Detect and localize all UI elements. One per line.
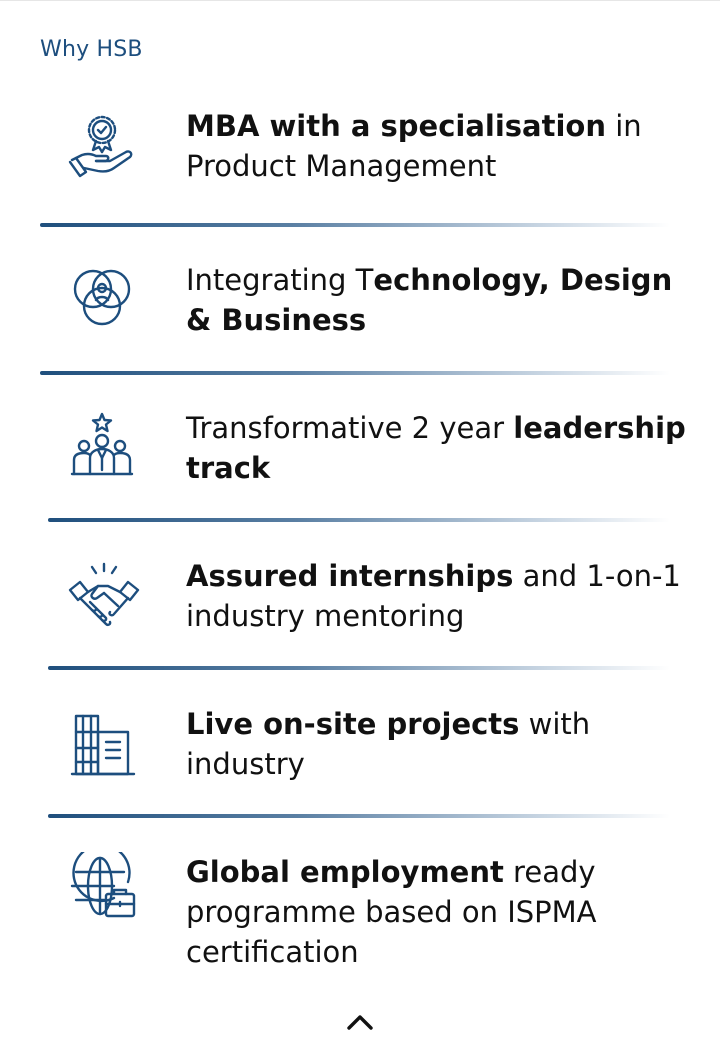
- feature-description: with industry: [186, 707, 591, 781]
- feature-text: MBA with a specialisation in Product Man…: [186, 106, 686, 186]
- top-border: [0, 0, 720, 1]
- feature-highlight: Global employment: [186, 855, 504, 889]
- feature-text: Integrating Technology, Design & Busines…: [186, 260, 686, 340]
- team-leader-icon: [66, 412, 138, 484]
- feature-description: and 1-on-1 industry mentoring: [186, 559, 681, 633]
- divider: [48, 814, 670, 818]
- handshake-icon: [68, 562, 140, 634]
- divider: [48, 518, 670, 522]
- buildings-icon: [66, 710, 138, 782]
- feature-description: in Product Management: [186, 109, 642, 183]
- section-label: Why HSB: [40, 37, 143, 62]
- feature-highlight: Live on-site projects: [186, 707, 520, 741]
- feature-text: Assured internships and 1-on-1 industry …: [186, 556, 686, 636]
- feature-description: Transformative 2 year: [186, 411, 514, 445]
- feature-text: Global employment ready programme based …: [186, 852, 686, 972]
- scroll-top-button[interactable]: [340, 1004, 380, 1040]
- feature-text: Live on-site projects with industry: [186, 704, 686, 784]
- feature-highlight: leadership track: [186, 411, 686, 485]
- chevron-up-icon: [347, 1015, 373, 1030]
- feature-highlight: Assured internships: [186, 559, 514, 593]
- feature-description: ready programme based on ISPMA certifica…: [186, 855, 597, 969]
- feature-highlight: echnology, Design & Business: [186, 263, 673, 337]
- divider: [48, 666, 670, 670]
- feature-text: Transformative 2 year leadership track: [186, 408, 686, 488]
- feature-description: Integrating T: [186, 263, 374, 297]
- award-hand-icon: [66, 110, 138, 182]
- feature-highlight: MBA with a specialisation: [186, 109, 606, 143]
- venn-circles-icon: [66, 262, 138, 334]
- globe-briefcase-icon: [66, 852, 138, 924]
- divider: [40, 371, 670, 375]
- divider: [40, 223, 670, 227]
